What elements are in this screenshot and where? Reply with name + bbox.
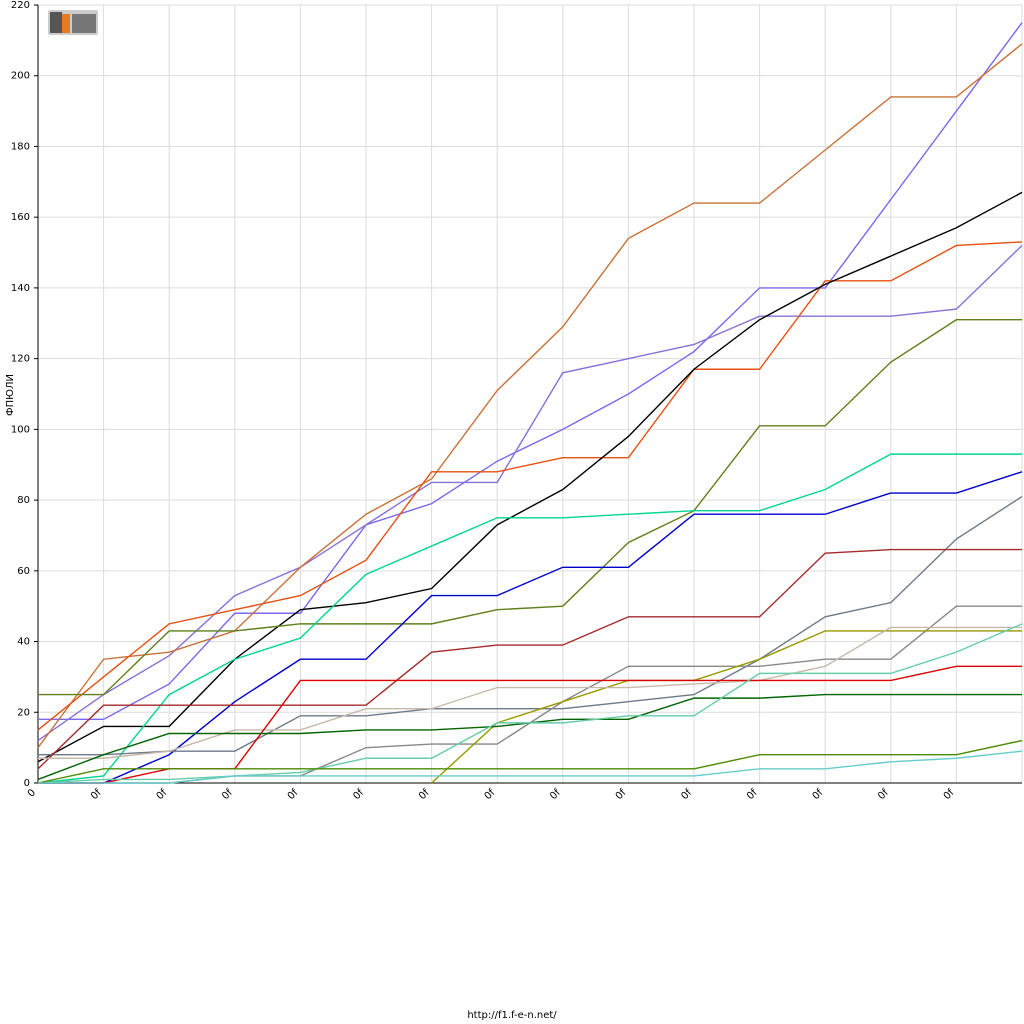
- y-tick-label: 60: [17, 566, 30, 577]
- series-line: [37, 453, 1022, 784]
- x-tick-label: 0f: [351, 787, 366, 802]
- x-tick-label: 0f: [286, 787, 301, 802]
- series-line: [37, 191, 1023, 763]
- series-line: [38, 319, 1022, 696]
- y-axis-label: ФПЮЛИ: [5, 374, 16, 416]
- y-tick-label: 160: [11, 212, 30, 223]
- y-tick-label: 220: [11, 0, 30, 11]
- series-line: [37, 548, 1022, 770]
- logo: [48, 10, 98, 35]
- series-line: [37, 739, 1023, 784]
- x-tick-label: 0f: [417, 787, 432, 802]
- x-tick-label: 0: [26, 787, 38, 799]
- series-line: [38, 665, 1022, 784]
- x-tick-label: 0f: [679, 787, 694, 802]
- series-line: [431, 630, 1022, 784]
- y-tick-label: 180: [11, 141, 30, 152]
- y-tick-label: 80: [17, 495, 30, 506]
- x-tick-label: 0f: [220, 787, 235, 802]
- x-tick-label: 0f: [614, 787, 629, 802]
- series-line: [37, 43, 1023, 749]
- series-line: [37, 623, 1023, 784]
- series-line: [37, 244, 1023, 742]
- y-tick-label: 100: [11, 424, 30, 435]
- series-line: [38, 750, 1023, 784]
- x-tick-label: 0f: [155, 787, 170, 802]
- x-tick-label: 0f: [745, 787, 760, 802]
- y-tick-label: 40: [17, 637, 30, 648]
- x-tick-label: 0f: [811, 787, 826, 802]
- series-line: [38, 22, 1023, 721]
- series-line: [38, 495, 1023, 756]
- y-tick-label: 20: [17, 707, 30, 718]
- x-tick-label: 0f: [876, 787, 891, 802]
- y-tick-label: 140: [11, 283, 30, 294]
- x-tick-label: 0f: [483, 787, 498, 802]
- y-tick-label: 0: [24, 778, 30, 789]
- series-line: [37, 241, 1023, 731]
- series-line: [38, 626, 1022, 759]
- footer: http://f1.f-e-n.net/: [467, 1010, 557, 1021]
- x-tick-label: 0f: [89, 787, 104, 802]
- series-line: [38, 471, 1023, 784]
- y-tick-label: 120: [11, 354, 30, 365]
- x-tick-label: 0f: [942, 787, 957, 802]
- series-line: [37, 693, 1022, 781]
- x-tick-label: 0f: [548, 787, 563, 802]
- y-tick-label: 200: [11, 71, 30, 82]
